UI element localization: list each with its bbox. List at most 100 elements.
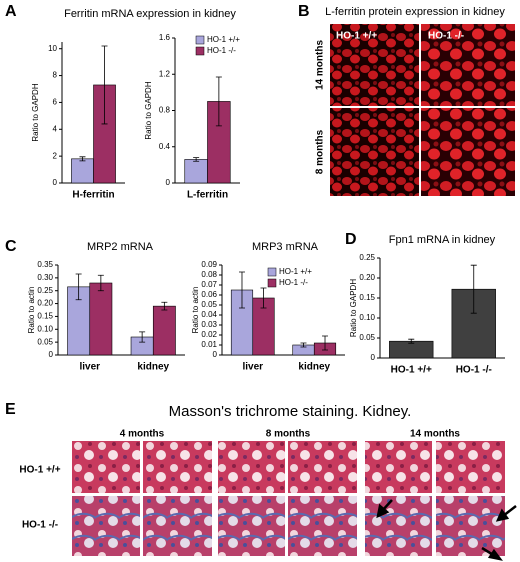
panel-letter: D xyxy=(345,231,357,248)
chart: MRP3 mRNA Ratio to actin 00.010.020.030.04… xyxy=(191,241,345,373)
y-axis-label: Ratio to actin xyxy=(191,287,200,334)
y-tick-label: 0 xyxy=(53,178,58,187)
error-bar xyxy=(408,338,415,344)
column-label: HO-1 +/+ xyxy=(336,31,377,42)
y-tick-label: 0.30 xyxy=(37,273,53,282)
y-tick-label: 0.03 xyxy=(201,320,217,329)
x-tick-label: liver xyxy=(242,362,263,373)
error-bar xyxy=(322,335,329,351)
micrograph-grid xyxy=(72,441,505,556)
error-bar xyxy=(215,76,222,127)
y-tick-label: 0 xyxy=(213,350,218,359)
error-bar xyxy=(161,301,168,311)
y-tick-label: 0.35 xyxy=(37,260,53,269)
y-tick-label: 0.4 xyxy=(159,142,171,151)
y-axis-label: Ratio to GAPDH xyxy=(31,83,40,141)
micrograph xyxy=(421,24,515,106)
chart: Ratio to GAPDH 0 0.4 0.8 1.2 1.6 L-ferritin HO-… xyxy=(144,33,240,201)
y-tick-label: 0.01 xyxy=(201,340,217,349)
chart-title: Fpn1 mRNA in kidney xyxy=(389,234,496,246)
panel-title: L-ferritin protein expression in kidney xyxy=(325,6,505,18)
x-tick-label: L-ferritin xyxy=(187,190,228,201)
y-tick-label: 1.6 xyxy=(159,33,171,42)
chart: MRP2 mRNA Ratio to actin 0 0.05 0.10 0.15 0.20… xyxy=(27,241,185,373)
error-bar xyxy=(260,287,267,309)
y-tick-label: 0.04 xyxy=(201,310,217,319)
column-label: 4 months xyxy=(120,429,165,440)
chart-title: MRP2 mRNA xyxy=(87,241,154,253)
y-tick-label: 10 xyxy=(48,44,57,53)
error-bar xyxy=(139,331,146,343)
column-label: HO-1 -/- xyxy=(428,31,464,42)
row-label: HO-1 +/+ xyxy=(19,465,60,476)
chart-title: Ferritin mRNA expression in kidney xyxy=(64,8,236,20)
y-tick-label: 2 xyxy=(53,151,58,160)
legend-label: HO-1 -/- xyxy=(279,278,308,287)
row-label: 14 months xyxy=(315,40,326,90)
x-tick-label: kidney xyxy=(137,362,169,373)
y-tick-label: 0.10 xyxy=(37,324,53,333)
legend-label: HO-1 +/+ xyxy=(207,35,240,44)
error-bar xyxy=(101,45,108,125)
bar xyxy=(184,159,208,184)
legend-swatch xyxy=(267,278,277,288)
y-tick-label: 0.05 xyxy=(359,333,375,342)
error-bar xyxy=(238,271,245,309)
error-bar xyxy=(97,274,104,292)
y-tick-label: 0.06 xyxy=(201,290,217,299)
y-tick-label: 0.08 xyxy=(201,270,217,279)
panel-b: L-ferritin protein expression in kidney … xyxy=(315,6,515,196)
y-axis-label: Ratio to GAPDH xyxy=(144,81,153,139)
legend-label: HO-1 -/- xyxy=(207,46,236,55)
y-tick-label: 0.20 xyxy=(37,299,53,308)
chart: Fpn1 mRNA in kidney Ratio to GAPDH 0 0.05 0.… xyxy=(349,234,505,376)
chart: Ferritin mRNA expression in kidney Ratio … xyxy=(31,8,236,201)
x-tick-label: kidney xyxy=(298,362,330,373)
bar xyxy=(152,305,176,356)
y-tick-label: 0 xyxy=(49,350,54,359)
y-tick-label: 0.09 xyxy=(201,260,217,269)
error-bar xyxy=(300,342,307,348)
bar xyxy=(71,158,94,184)
error-bar xyxy=(193,157,200,162)
y-tick-label: 0.8 xyxy=(159,106,171,115)
legend-swatch xyxy=(267,267,277,277)
x-tick-label: liver xyxy=(79,362,100,373)
y-tick-label: 0 xyxy=(371,353,376,362)
y-tick-label: 0.25 xyxy=(359,253,375,262)
y-tick-label: 0.10 xyxy=(359,313,375,322)
legend-label: HO-1 +/+ xyxy=(279,267,312,276)
y-tick-label: 0.02 xyxy=(201,330,217,339)
legend-swatch xyxy=(195,46,205,56)
y-tick-label: 0.07 xyxy=(201,280,217,289)
y-tick-label: 0.05 xyxy=(201,300,217,309)
panel-letter: B xyxy=(298,3,310,20)
x-tick-label: HO-1 -/- xyxy=(456,365,492,376)
panel-letter: A xyxy=(5,3,17,20)
y-tick-label: 6 xyxy=(53,98,58,107)
error-bar xyxy=(79,156,86,162)
row-label: HO-1 -/- xyxy=(22,520,58,531)
y-tick-label: 0 xyxy=(166,178,171,187)
column-label: 14 months xyxy=(410,429,460,440)
y-tick-label: 4 xyxy=(53,124,58,133)
bar xyxy=(389,340,434,359)
row-label: 8 months xyxy=(315,129,326,174)
panel-letter: E xyxy=(5,401,16,418)
y-tick-label: 8 xyxy=(53,71,58,80)
y-axis-label: Ratio to GAPDH xyxy=(349,279,358,337)
y-tick-label: 0.05 xyxy=(37,337,53,346)
error-bar xyxy=(470,264,477,314)
panel-e: Masson's trichrome staining. Kidney. 4 m… xyxy=(19,403,517,561)
y-tick-label: 0.15 xyxy=(359,293,375,302)
x-tick-label: H-ferritin xyxy=(72,190,114,201)
y-tick-label: 0.20 xyxy=(359,273,375,282)
y-tick-label: 0.25 xyxy=(37,286,53,295)
legend-swatch xyxy=(195,35,205,45)
micrograph xyxy=(330,24,419,106)
y-tick-label: 1.2 xyxy=(159,69,171,78)
x-tick-label: HO-1 +/+ xyxy=(391,365,432,376)
error-bar xyxy=(75,273,82,301)
panel-letter: C xyxy=(5,238,17,255)
